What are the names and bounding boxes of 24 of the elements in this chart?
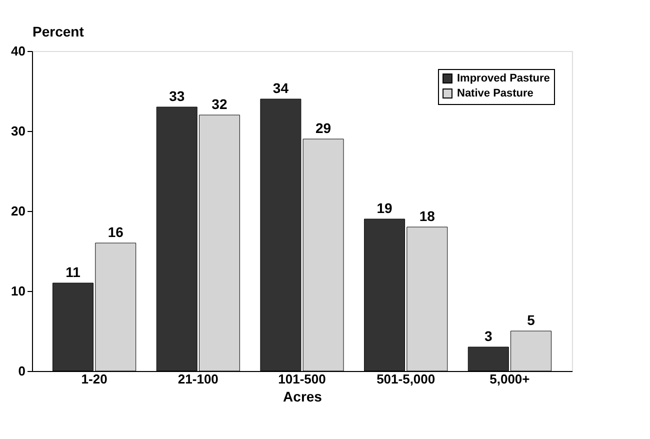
data-label: 32: [212, 96, 228, 112]
x-axis-title: Acres: [283, 388, 322, 404]
y-tick-label: 0: [18, 364, 26, 378]
x-tick-label: 5,000+: [490, 372, 530, 386]
data-label: 16: [108, 224, 124, 240]
data-label: 5: [527, 312, 536, 328]
data-label: 34: [272, 80, 289, 96]
y-tick-label: 40: [11, 44, 26, 58]
x-tick-label: 101-500: [278, 372, 326, 386]
y-tick-label: 30: [11, 124, 26, 138]
x-tick-label: 21-100: [178, 372, 218, 386]
x-tick-label: 501-5,000: [376, 372, 436, 386]
data-label: 3: [484, 328, 492, 344]
data-label: 11: [66, 264, 81, 280]
y-tick-label: 10: [11, 284, 26, 298]
data-label: 33: [169, 88, 185, 104]
data-label: 29: [316, 120, 332, 136]
x-tick-label: 1-20: [81, 372, 108, 386]
data-label: 19: [376, 200, 393, 216]
legend-label: Native Pasture: [457, 88, 534, 100]
y-tick-label: 20: [11, 204, 26, 218]
legend-label: Improved Pasture: [457, 72, 550, 84]
data-label: 18: [419, 208, 436, 224]
y-axis-title: Percent: [32, 24, 84, 40]
